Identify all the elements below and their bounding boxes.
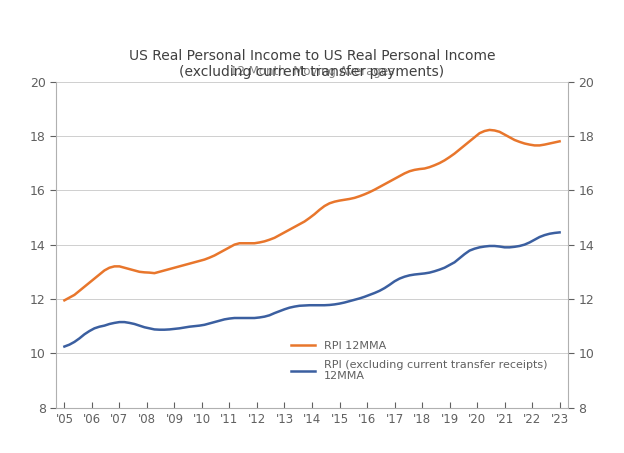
RPI (excluding current transfer receipts)
12MMA <box>516 243 524 249</box>
RPI (excluding current transfer receipts)
12MMA <box>156 327 163 333</box>
Line: RPI (excluding current transfer receipts)
12MMA: RPI (excluding current transfer receipts… <box>64 232 560 347</box>
Line: RPI 12MMA: RPI 12MMA <box>64 130 560 300</box>
RPI (excluding current transfer receipts)
12MMA <box>176 326 183 331</box>
RPI 12MMA <box>486 127 494 133</box>
Text: 12 Month  Moving Averages: 12 Month Moving Averages <box>230 65 394 78</box>
RPI (excluding current transfer receipts)
12MMA <box>531 237 539 242</box>
RPI (excluding current transfer receipts)
12MMA <box>316 303 323 308</box>
RPI 12MMA <box>536 143 544 148</box>
RPI (excluding current transfer receipts)
12MMA <box>61 344 68 349</box>
RPI 12MMA <box>176 264 183 269</box>
RPI 12MMA <box>521 141 529 146</box>
RPI 12MMA <box>61 298 68 303</box>
RPI (excluding current transfer receipts)
12MMA <box>356 296 363 301</box>
Title: US Real Personal Income to US Real Personal Income
(excluding current transfer p: US Real Personal Income to US Real Perso… <box>129 49 495 79</box>
RPI 12MMA <box>556 139 563 144</box>
RPI 12MMA <box>156 269 163 275</box>
RPI 12MMA <box>316 207 323 212</box>
RPI (excluding current transfer receipts)
12MMA <box>556 230 563 235</box>
RPI 12MMA <box>356 193 363 199</box>
Legend: RPI 12MMA, RPI (excluding current transfer receipts)
12MMA: RPI 12MMA, RPI (excluding current transf… <box>286 337 552 386</box>
